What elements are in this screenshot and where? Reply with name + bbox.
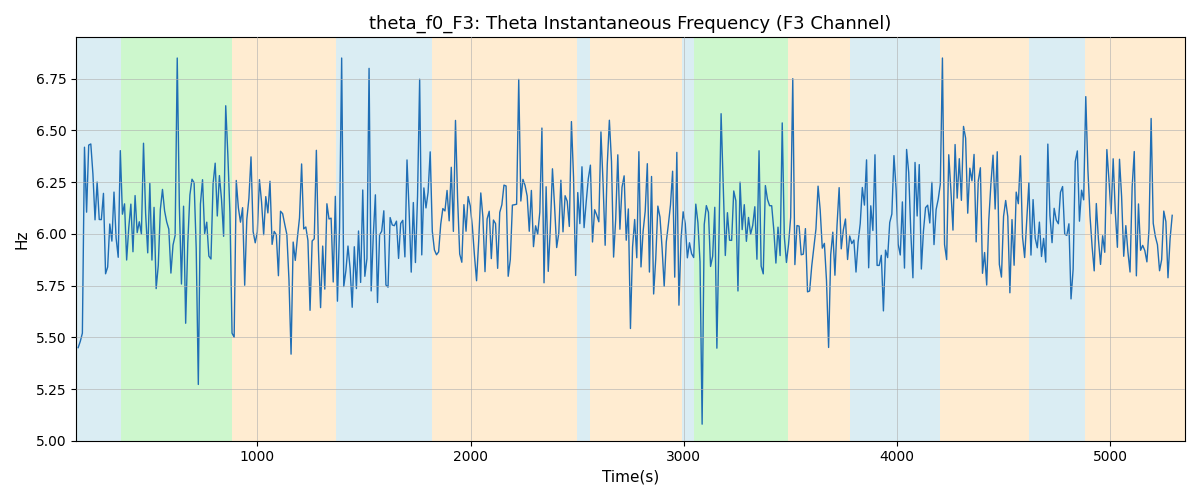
Bar (682, 38, 695, 440)
Bar (76, 38, 121, 440)
Bar (788, 38, 850, 440)
Bar (850, 38, 940, 440)
Bar (336, 38, 432, 440)
Bar (940, 38, 1030, 440)
Bar (121, 38, 232, 440)
Bar (1030, 38, 1085, 440)
Title: theta_f0_F3: Theta Instantaneous Frequency (F3 Channel): theta_f0_F3: Theta Instantaneous Frequen… (370, 15, 892, 34)
Bar (577, 38, 590, 440)
X-axis label: Time(s): Time(s) (602, 470, 659, 485)
Y-axis label: Hz: Hz (14, 230, 30, 249)
Bar (1085, 38, 1186, 440)
Bar (232, 38, 336, 440)
Bar (432, 38, 577, 440)
Bar (590, 38, 682, 440)
Bar (695, 38, 788, 440)
